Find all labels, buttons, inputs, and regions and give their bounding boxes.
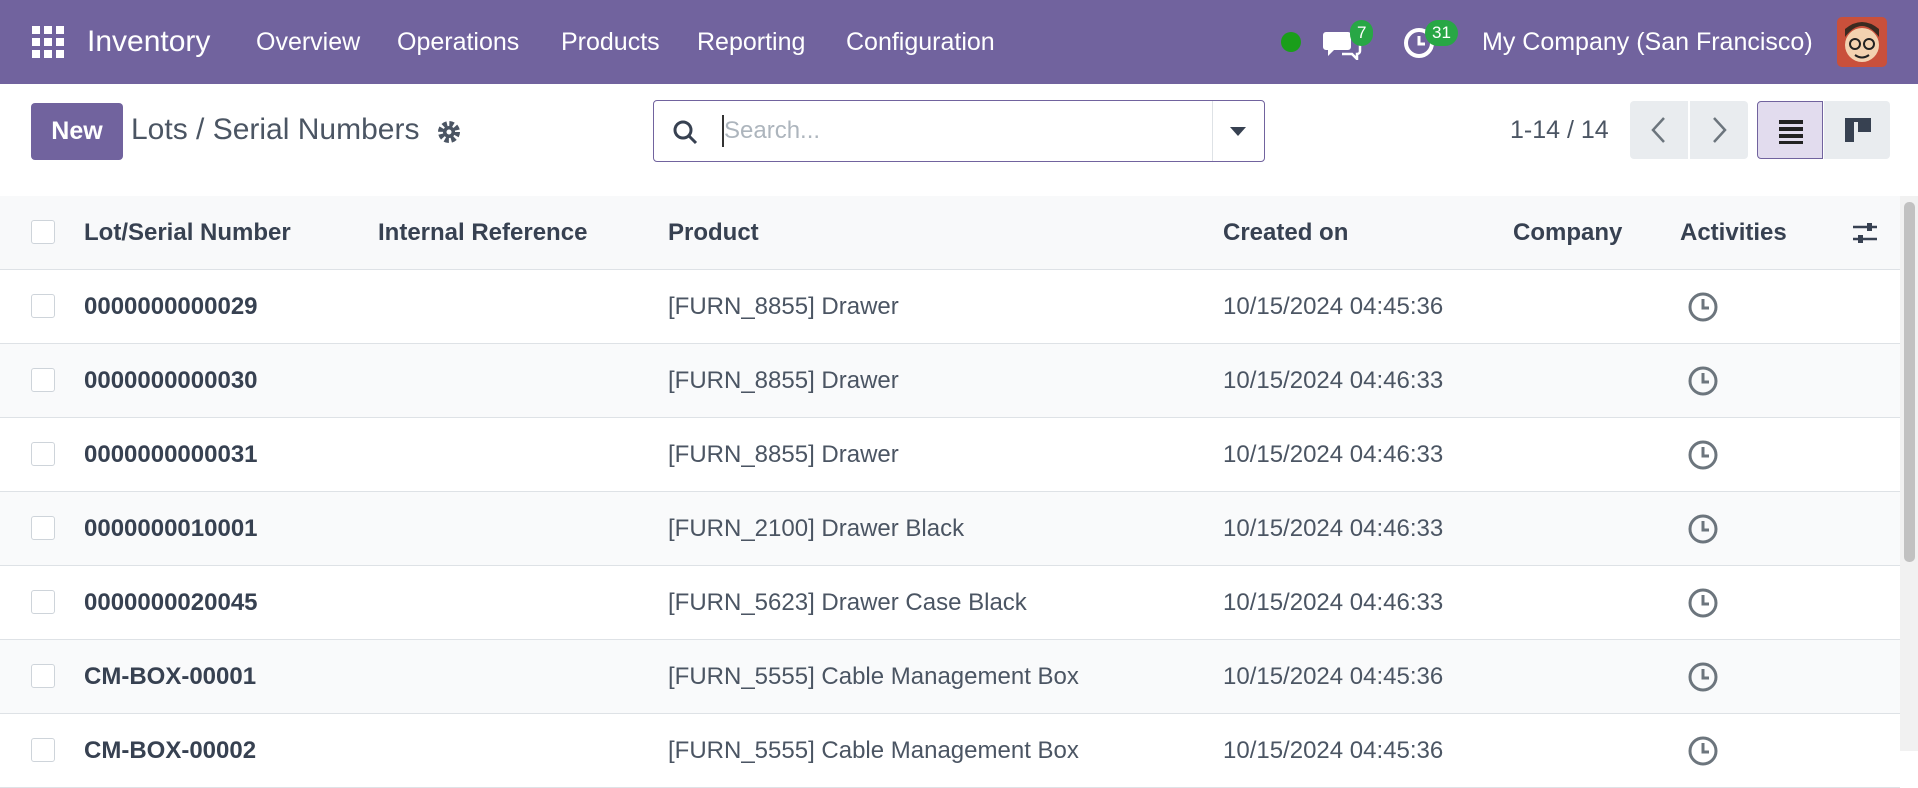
lot-name: 0000000020045 bbox=[84, 589, 258, 616]
menu-item[interactable]: Configuration bbox=[846, 28, 995, 56]
app-name[interactable]: Inventory bbox=[87, 25, 211, 58]
text-caret bbox=[722, 115, 724, 147]
row-checkbox[interactable] bbox=[31, 738, 55, 762]
pager: 1-14 / 14 bbox=[1510, 116, 1609, 144]
status-dot bbox=[1281, 32, 1301, 52]
search-box[interactable]: Search... bbox=[653, 100, 1265, 162]
select-all-checkbox[interactable] bbox=[31, 220, 55, 244]
product: [FURN_8855] Drawer bbox=[668, 441, 899, 468]
row-checkbox[interactable] bbox=[31, 442, 55, 466]
table-row[interactable]: 0000000020045 [FURN_5623] Drawer Case Bla… bbox=[0, 566, 1900, 640]
lot-name: 0000000010001 bbox=[84, 515, 258, 542]
activity-icon[interactable] bbox=[1687, 661, 1719, 693]
row-checkbox[interactable] bbox=[31, 516, 55, 540]
product: [FURN_5555] Cable Management Box bbox=[668, 663, 1079, 690]
table-row[interactable]: CM-BOX-00001 [FURN_5555] Cable Management… bbox=[0, 640, 1900, 714]
table-row[interactable]: 0000000000029 [FURN_8855] Drawer 10/15/202… bbox=[0, 270, 1900, 344]
prev-button[interactable] bbox=[1630, 101, 1688, 159]
table-row[interactable]: 0000000010001 [FURN_2100] Drawer Black 10/… bbox=[0, 492, 1900, 566]
created-on: 10/15/2024 04:46:33 bbox=[1223, 515, 1444, 542]
table-row[interactable]: 0000000000031 [FURN_8855] Drawer 10/15/202… bbox=[0, 418, 1900, 492]
lot-name: 0000000000031 bbox=[84, 441, 258, 468]
activity-icon[interactable] bbox=[1687, 735, 1719, 767]
created-on: 10/15/2024 04:46:33 bbox=[1223, 589, 1444, 616]
lot-name: CM-BOX-00001 bbox=[84, 663, 257, 690]
created-on: 10/15/2024 04:45:36 bbox=[1223, 737, 1444, 764]
company-switcher[interactable]: My Company (San Francisco) bbox=[1482, 28, 1813, 56]
column-header[interactable]: Company bbox=[1513, 219, 1623, 246]
product: [FURN_8855] Drawer bbox=[668, 367, 899, 394]
new-button[interactable]: New bbox=[31, 103, 123, 160]
created-on: 10/15/2024 04:45:36 bbox=[1223, 293, 1444, 320]
table-row[interactable]: 0000000000030 [FURN_8855] Drawer 10/15/202… bbox=[0, 344, 1900, 418]
search-dropdown[interactable] bbox=[1229, 126, 1247, 138]
kanban-view-button[interactable] bbox=[1824, 101, 1890, 159]
row-checkbox[interactable] bbox=[31, 664, 55, 688]
menu-item[interactable]: Overview bbox=[256, 28, 361, 56]
created-on: 10/15/2024 04:45:36 bbox=[1223, 663, 1444, 690]
row-checkbox[interactable] bbox=[31, 368, 55, 392]
list-view-button[interactable] bbox=[1757, 101, 1823, 159]
column-header[interactable]: Created on bbox=[1223, 219, 1349, 246]
lot-name: 0000000000030 bbox=[84, 367, 258, 394]
created-on: 10/15/2024 04:46:33 bbox=[1223, 441, 1444, 468]
row-checkbox[interactable] bbox=[31, 294, 55, 318]
menu-item[interactable]: Reporting bbox=[697, 28, 806, 56]
column-header[interactable]: Product bbox=[668, 219, 759, 246]
user-avatar[interactable] bbox=[1837, 17, 1887, 67]
table-row[interactable]: CM-BOX-00002 [FURN_5555] Cable Management… bbox=[0, 714, 1900, 788]
menu-item[interactable]: Operations bbox=[397, 28, 520, 56]
created-on: 10/15/2024 04:46:33 bbox=[1223, 367, 1444, 394]
breadcrumb: Lots / Serial Numbers bbox=[131, 113, 420, 146]
activity-icon[interactable] bbox=[1687, 365, 1719, 397]
row-checkbox[interactable] bbox=[31, 590, 55, 614]
search-icon bbox=[673, 120, 698, 145]
column-header[interactable]: Activities bbox=[1680, 219, 1787, 246]
menu-item[interactable]: Products bbox=[561, 28, 660, 56]
product: [FURN_5623] Drawer Case Black bbox=[668, 589, 1027, 616]
apps-icon[interactable] bbox=[32, 26, 64, 58]
search-placeholder: Search... bbox=[724, 117, 821, 144]
settings-gear[interactable] bbox=[437, 120, 461, 144]
activity-icon[interactable] bbox=[1687, 439, 1719, 471]
divider bbox=[1212, 101, 1213, 161]
next-button[interactable] bbox=[1690, 101, 1748, 159]
product: [FURN_8855] Drawer bbox=[668, 293, 899, 320]
product: [FURN_5555] Cable Management Box bbox=[668, 737, 1079, 764]
lot-name: CM-BOX-00002 bbox=[84, 737, 257, 764]
activity-icon[interactable] bbox=[1687, 291, 1719, 323]
optional-columns-toggle[interactable] bbox=[1852, 220, 1878, 246]
scrollbar-thumb bbox=[1904, 202, 1915, 562]
scrollbar bbox=[1900, 196, 1918, 751]
activity-icon[interactable] bbox=[1687, 587, 1719, 619]
lot-name: 0000000000029 bbox=[84, 293, 258, 320]
table-header: Lot/Serial Number Internal Reference Produ… bbox=[0, 196, 1900, 270]
navbar: Inventory 7 31 My Company (San Francisco… bbox=[0, 0, 1918, 84]
column-header[interactable]: Internal Reference bbox=[378, 219, 588, 246]
product: [FURN_2100] Drawer Black bbox=[668, 515, 965, 542]
column-header[interactable]: Lot/Serial Number bbox=[84, 219, 291, 246]
control-panel: New Lots / Serial Numbers Search... 1-14… bbox=[0, 84, 1918, 197]
activities-badge: 31 bbox=[1425, 20, 1458, 46]
activity-icon[interactable] bbox=[1687, 513, 1719, 545]
messages-badge: 7 bbox=[1350, 20, 1374, 46]
